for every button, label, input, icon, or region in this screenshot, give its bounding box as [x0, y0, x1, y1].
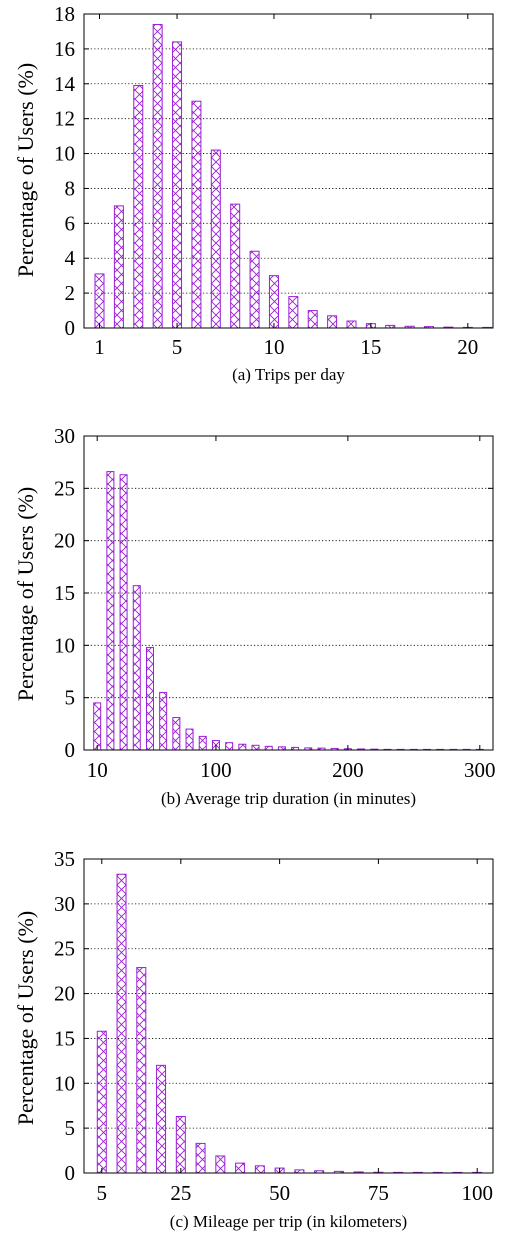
- y-tick-label: 30: [54, 892, 75, 916]
- bar: [198, 735, 207, 751]
- y-axis-label: Percentage of Users (%): [13, 487, 38, 701]
- chart-caption: (c) Mileage per trip (in kilometers): [170, 1212, 407, 1231]
- bar: [288, 296, 299, 329]
- plot-frame: [83, 858, 494, 1174]
- bar: [106, 471, 115, 751]
- bar: [119, 474, 128, 751]
- bar: [307, 310, 318, 329]
- bar: [215, 1155, 226, 1174]
- bar: [264, 745, 273, 751]
- figure-b: 0 5 10 15 20 25 30 10 100 200 300 Percentage of Use…: [0, 412, 508, 822]
- bar: [249, 250, 260, 329]
- bar: [159, 691, 168, 751]
- x-tick-label: 5: [97, 1181, 108, 1205]
- bar: [346, 320, 357, 329]
- chart-trip-duration: 0 5 10 15 20 25 30 10 100 200 300 Percentage of Use…: [13, 424, 496, 808]
- bar: [327, 315, 338, 329]
- x-tick-label: 5: [172, 335, 183, 359]
- bar: [210, 149, 221, 329]
- bar: [225, 742, 234, 751]
- bar: [235, 1162, 246, 1174]
- bar: [172, 717, 181, 751]
- bar: [251, 744, 260, 751]
- y-tick-label: 0: [65, 316, 76, 340]
- bar: [152, 23, 163, 329]
- y-tick-label: 15: [54, 581, 75, 605]
- y-tick-label: 4: [65, 246, 76, 270]
- y-tick-label: 0: [65, 738, 76, 762]
- y-tick-label: 10: [54, 633, 75, 657]
- y-tick-label: 20: [54, 529, 75, 553]
- x-tick-label: 300: [464, 758, 496, 782]
- x-tick-label: 200: [332, 758, 364, 782]
- bar: [113, 205, 124, 329]
- x-tick-label: 10: [87, 758, 108, 782]
- x-tick-label: 100: [200, 758, 232, 782]
- x-tick-label: 100: [461, 1181, 493, 1205]
- chart-caption: (b) Average trip duration (in minutes): [161, 789, 416, 808]
- figure-a: 0 2 4 6 8 10 12 14 16 18 1 5 10 15 20 Percentage of Use…: [0, 0, 508, 412]
- y-tick-label: 18: [54, 2, 75, 26]
- x-tick-label: 20: [457, 335, 478, 359]
- y-tick-label: 35: [54, 847, 75, 871]
- bar: [191, 100, 202, 329]
- bar: [133, 85, 144, 329]
- y-tick-label: 12: [54, 107, 75, 131]
- y-tick-label: 0: [65, 1161, 76, 1185]
- x-tick-label: 75: [368, 1181, 389, 1205]
- bar: [238, 743, 247, 751]
- x-tick-label: 1: [94, 335, 105, 359]
- y-axis-label: Percentage of Users (%): [13, 63, 38, 277]
- bar: [156, 1064, 167, 1174]
- y-tick-label: 15: [54, 1026, 75, 1050]
- bar: [132, 585, 141, 751]
- bar: [254, 1165, 265, 1174]
- y-tick-label: 8: [65, 176, 76, 200]
- x-tick-label: 10: [263, 335, 284, 359]
- x-tick-label: 50: [269, 1181, 290, 1205]
- y-tick-label: 10: [54, 142, 75, 166]
- y-tick-label: 16: [54, 37, 75, 61]
- y-axis-label: Percentage of Users (%): [13, 911, 38, 1125]
- bar: [195, 1142, 206, 1174]
- bar: [96, 1030, 107, 1174]
- figure-c: 0 5 10 15 20 25 30 35 5 25 50 75 100 Percentage of Us…: [0, 822, 508, 1237]
- x-tick-label: 25: [170, 1181, 191, 1205]
- y-tick-label: 5: [65, 686, 76, 710]
- bar: [172, 41, 183, 329]
- plot-frame: [83, 13, 494, 329]
- bar: [136, 967, 147, 1174]
- y-tick-label: 10: [54, 1071, 75, 1095]
- y-tick-label: 25: [54, 476, 75, 500]
- y-tick-label: 30: [54, 424, 75, 448]
- bar: [116, 873, 127, 1174]
- chart-caption: (a) Trips per day: [232, 365, 345, 384]
- bar: [94, 273, 105, 329]
- bar: [93, 702, 102, 751]
- y-tick-label: 25: [54, 937, 75, 961]
- bar: [230, 203, 241, 329]
- bar: [175, 1115, 186, 1174]
- y-tick-label: 2: [65, 281, 76, 305]
- bar: [145, 646, 154, 751]
- x-tick-label: 15: [360, 335, 381, 359]
- y-tick-label: 20: [54, 982, 75, 1006]
- y-tick-label: 6: [65, 211, 76, 235]
- y-tick-label: 14: [54, 72, 76, 96]
- y-tick-label: 5: [65, 1116, 76, 1140]
- bar: [185, 728, 194, 751]
- bar: [268, 275, 279, 329]
